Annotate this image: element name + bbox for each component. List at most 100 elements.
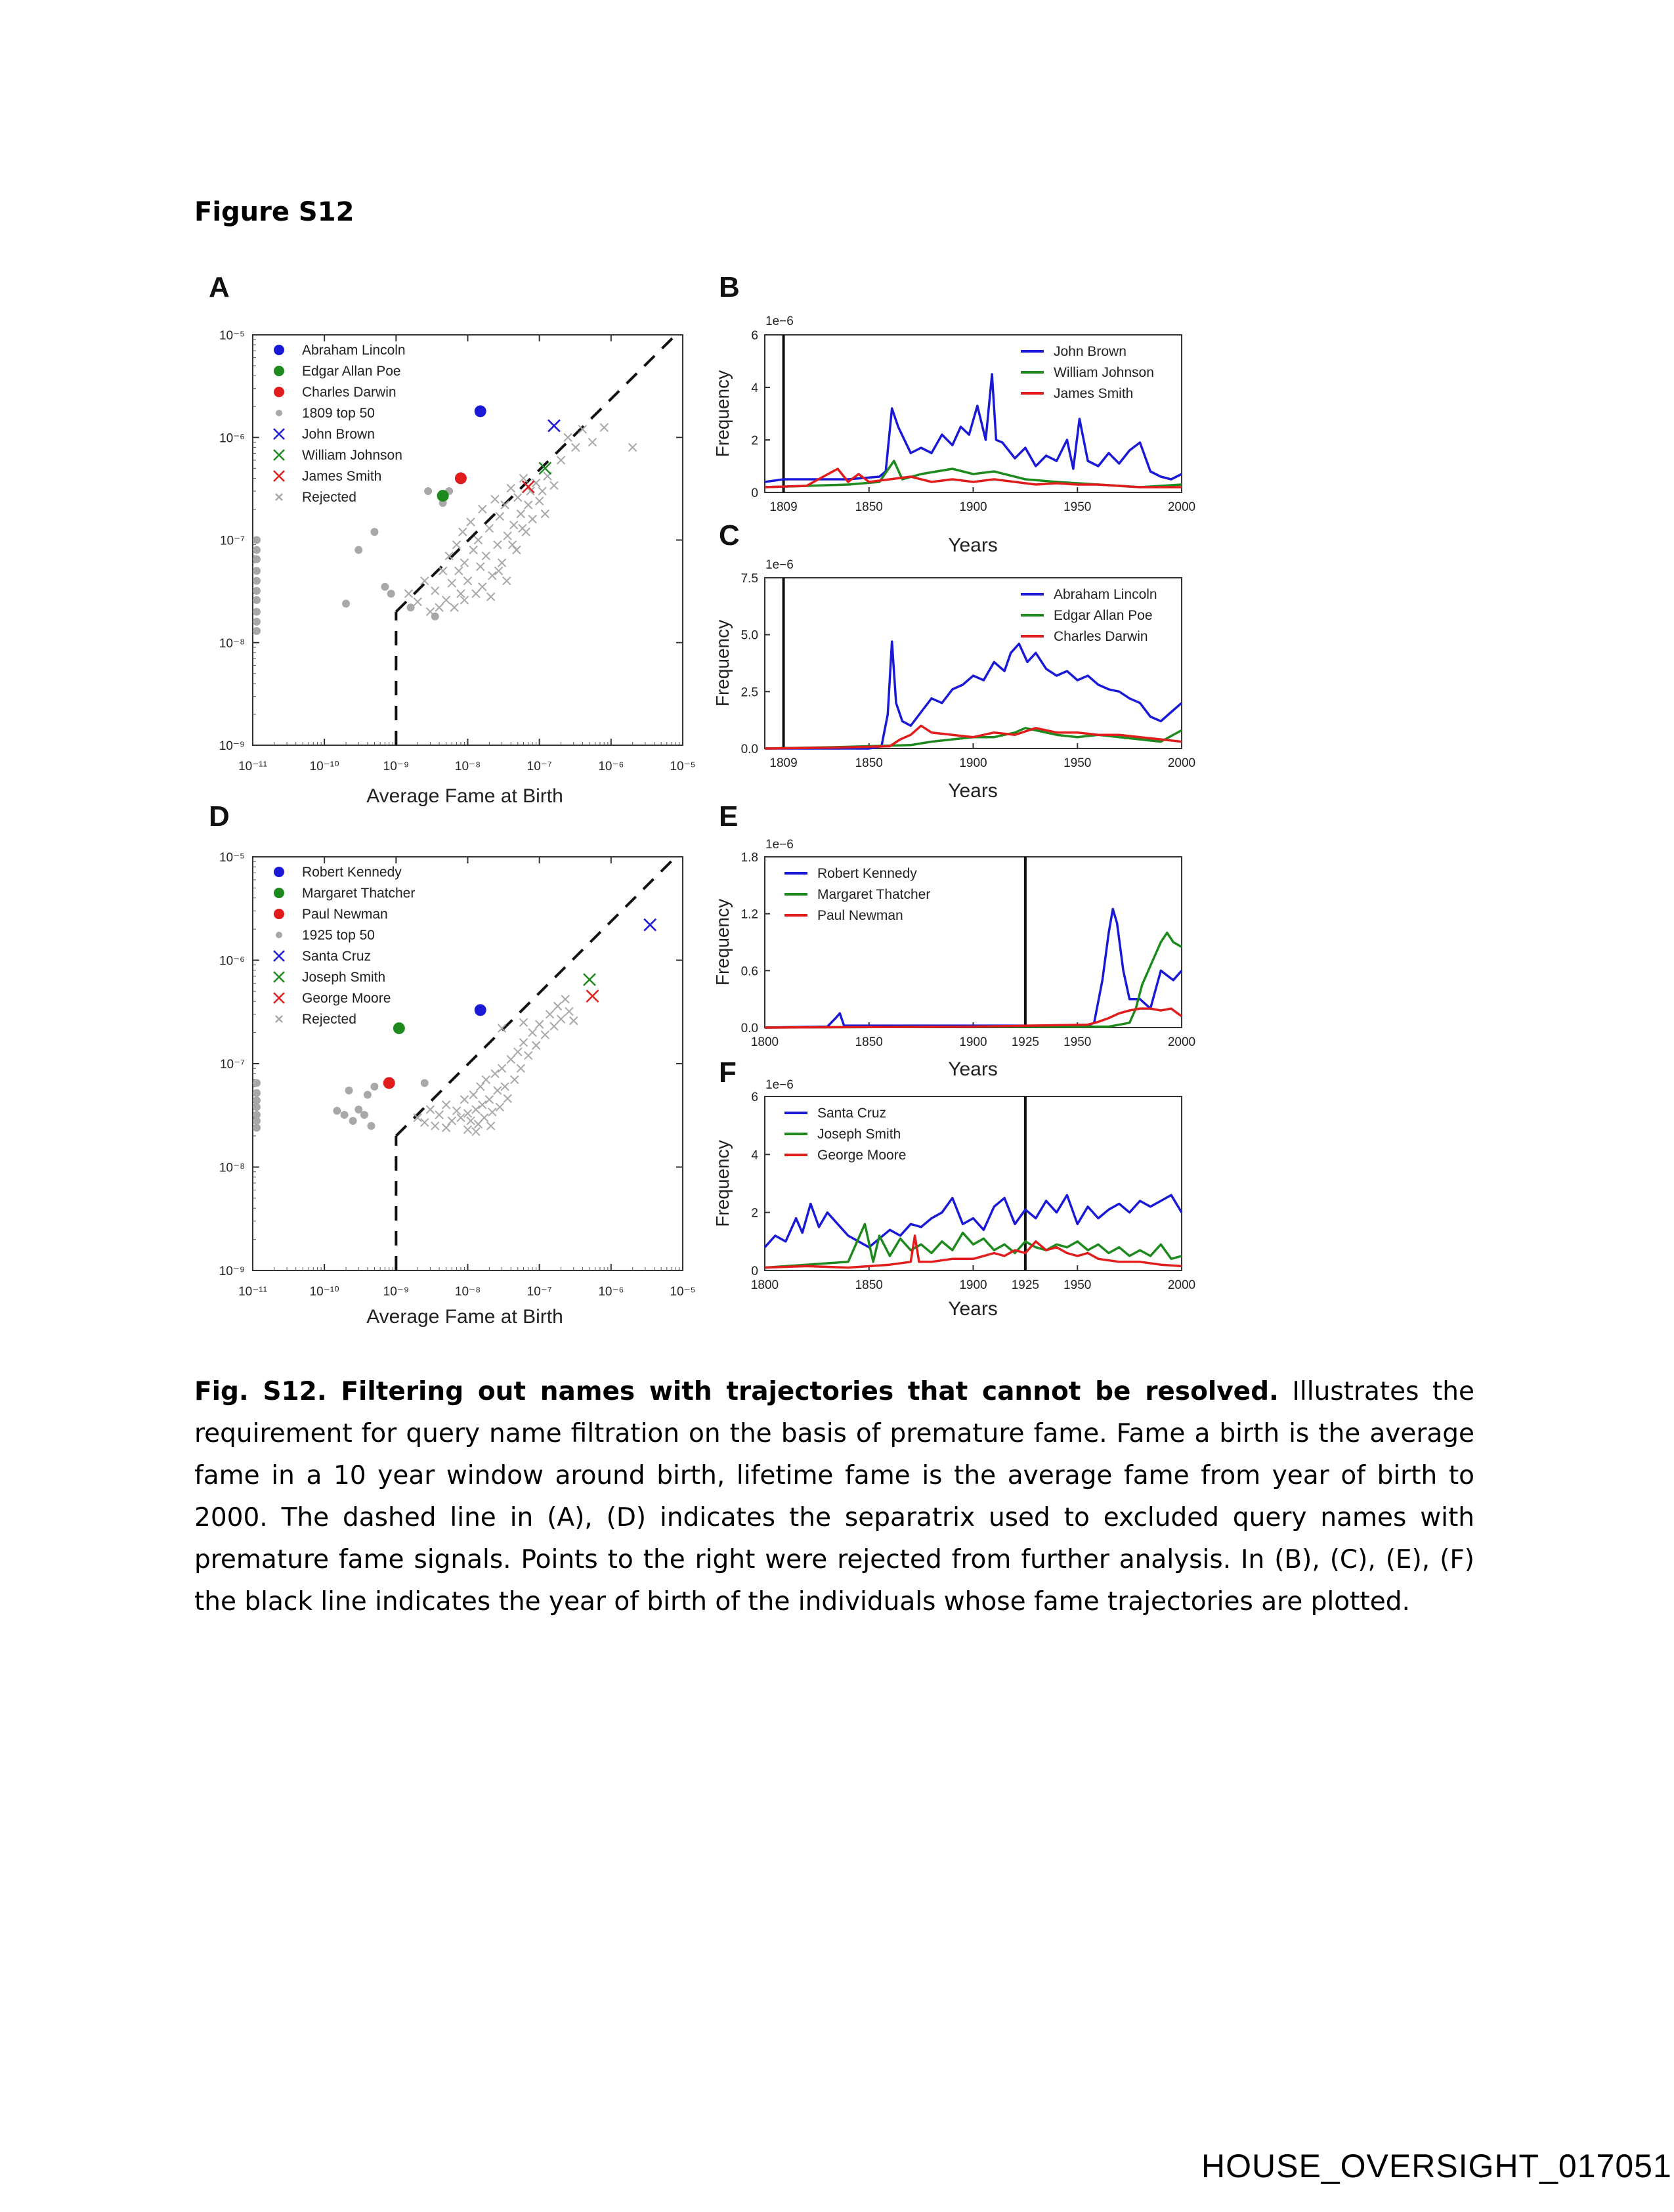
rejected-point (476, 562, 485, 571)
top50-point (406, 603, 415, 612)
y-tick-label: 6 (751, 1091, 758, 1104)
rejected-point (495, 511, 505, 521)
legend-marker (274, 345, 284, 355)
rejected-point (488, 571, 497, 580)
legend-label: Santa Cruz (817, 1106, 886, 1121)
y-tick-label: 10⁻⁷ (220, 534, 245, 548)
x-tick-label: 10⁻⁸ (455, 1285, 481, 1299)
top50-point (333, 1106, 341, 1115)
y-multiplier-label: 1e−6 (765, 1078, 794, 1092)
series-john-brown (764, 373, 1182, 483)
x-tick-label: 10⁻¹⁰ (310, 760, 339, 773)
rejected-point (469, 1090, 478, 1100)
rejected-point (528, 1028, 537, 1037)
legend-marker (273, 470, 285, 482)
y-tick-label: 10⁻⁶ (219, 431, 245, 445)
rejected-point (460, 596, 469, 605)
rejected-point (524, 500, 533, 510)
document-id-footer: HOUSE_OVERSIGHT_017051 (1201, 2148, 1672, 2184)
rejected-point (466, 1116, 475, 1125)
rejected-point (452, 540, 461, 550)
legend-label: Margaret Thatcher (817, 887, 930, 902)
panel-e-lines: E 1800 1850 1900 1925 1950 2000 0.0 0.6 1.2 1.8 1e−… (712, 800, 1195, 1080)
x-tick-label: 2000 (1168, 500, 1195, 514)
rejected-point (495, 1102, 505, 1112)
rejected-point (444, 551, 454, 561)
x-tick-label: 1950 (1063, 1278, 1091, 1292)
y-tick-label: 10⁻⁵ (219, 851, 245, 865)
rejected-point (438, 566, 448, 576)
top50-point (253, 596, 261, 604)
legend-label: 1809 top 50 (302, 406, 375, 421)
rejected-point (513, 492, 523, 502)
x-tick-label: 10⁻⁹ (383, 760, 409, 773)
legend-marker (274, 387, 284, 397)
top50-point (253, 586, 261, 595)
rejected-point (463, 576, 473, 586)
rejected-point (435, 1110, 444, 1119)
rejected-point (599, 423, 609, 432)
rejected-point (435, 603, 444, 612)
x-axis-label: Years (948, 1058, 998, 1080)
legend-label: Robert Kennedy (817, 866, 917, 881)
rejected-point (458, 527, 467, 536)
legend-marker (273, 950, 285, 962)
top50-point (253, 546, 261, 554)
y-axis-label: Frequency (712, 620, 733, 706)
series-charles-darwin (764, 724, 1182, 750)
figure-title: Figure S12 (194, 197, 354, 227)
rejected-point (431, 586, 440, 596)
legend: Abraham Lincoln Edgar Allan Poe Charles Da… (273, 343, 406, 505)
rejected-point (473, 535, 483, 545)
legend: John Brown William Johnson James Smith (1021, 344, 1154, 401)
rejected-point (413, 1113, 422, 1123)
legend-label: Edgar Allan Poe (1054, 608, 1153, 623)
top50-point (345, 1086, 353, 1095)
x-tick-label: 10⁻⁵ (670, 1285, 695, 1299)
x-tick-label: 1850 (855, 1035, 883, 1049)
x-tick-label: 1900 (959, 756, 987, 770)
legend-label: Santa Cruz (302, 949, 371, 964)
rejected-point (460, 558, 469, 567)
legend-label: John Brown (302, 427, 375, 442)
panel-letter-f: F (719, 1056, 737, 1089)
y-axis-label: Frequency (712, 1140, 733, 1226)
separatrix-dashed-line (395, 856, 677, 1270)
panel-letter-c: C (719, 519, 740, 552)
top50-point (253, 626, 261, 635)
rejected-point (478, 582, 487, 592)
series-santa-cruz (763, 1194, 1183, 1249)
legend-marker (274, 888, 284, 898)
rejected-point (571, 443, 580, 452)
legend-label: Paul Newman (817, 908, 903, 923)
rejected-point (513, 1047, 523, 1056)
x-tick-label: 10⁻¹¹ (238, 1285, 267, 1299)
rejected-point (493, 1086, 502, 1095)
x-tick-label: 10⁻⁵ (670, 760, 695, 773)
legend-label: James Smith (302, 469, 381, 484)
rejected-point (549, 1022, 559, 1031)
legend-label: 1925 top 50 (302, 928, 375, 943)
rejected-point (534, 496, 544, 506)
y-tick-label: 10⁻⁵ (219, 329, 245, 343)
y-tick-label: 7.5 (741, 572, 758, 586)
rejected-point (471, 589, 481, 598)
x-tick-label: 1925 (1012, 1035, 1039, 1049)
rejected-point (545, 1010, 555, 1019)
x-tick-label: 1950 (1063, 500, 1091, 514)
legend-marker (274, 867, 284, 877)
x-tick-label: 1900 (959, 500, 987, 514)
x-tick-label: 2000 (1168, 1035, 1195, 1049)
point-charles-darwin (454, 472, 467, 485)
rejected-point (524, 1051, 533, 1060)
rejected-point (486, 1121, 496, 1131)
rejected-point (516, 1064, 526, 1073)
top50-point (349, 1117, 357, 1125)
rejected-point (463, 1109, 473, 1118)
top50-point (387, 590, 395, 598)
legend-label: Rejected (302, 1012, 356, 1027)
legend-marker (276, 410, 282, 416)
x-tick-label: 1800 (751, 1035, 779, 1049)
legend-label: Joseph Smith (817, 1127, 901, 1142)
top50-point (253, 1123, 261, 1132)
